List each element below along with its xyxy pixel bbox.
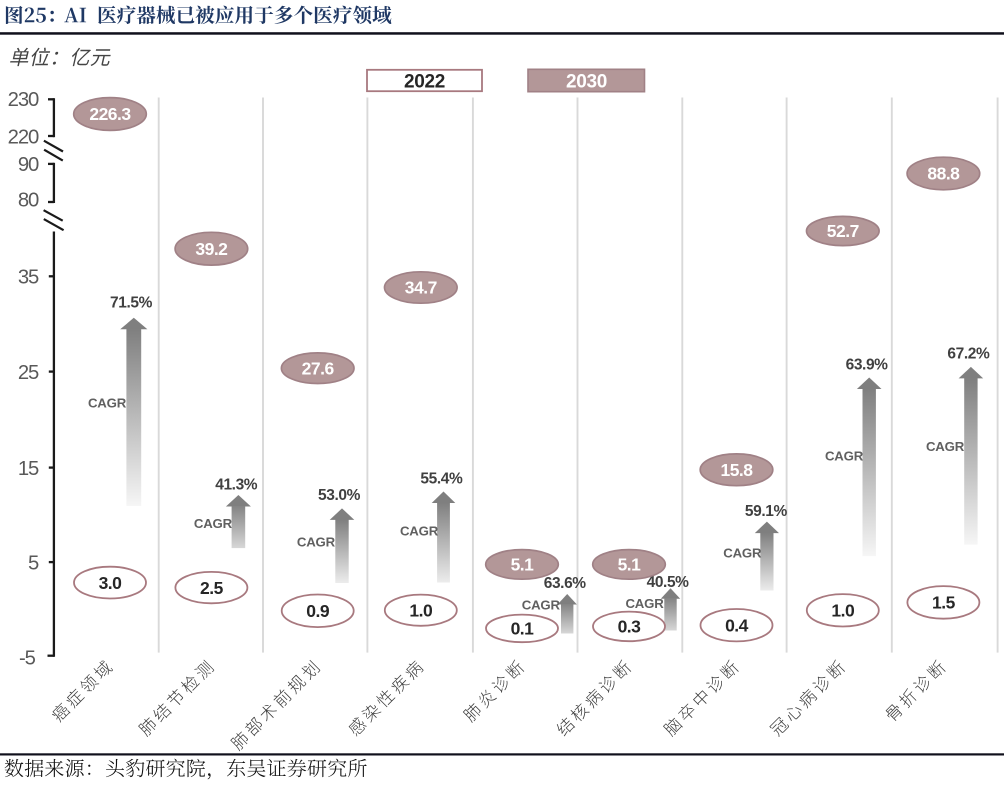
svg-text:-5: -5 <box>19 647 36 669</box>
svg-text:5: 5 <box>28 552 39 574</box>
svg-text:1.0: 1.0 <box>831 601 855 621</box>
svg-text:1.0: 1.0 <box>409 601 433 621</box>
svg-text:41.3%: 41.3% <box>215 476 258 493</box>
svg-text:40.5%: 40.5% <box>647 574 690 591</box>
svg-text:63.6%: 63.6% <box>544 575 587 592</box>
svg-text:CAGR: CAGR <box>400 523 439 538</box>
svg-text:59.1%: 59.1% <box>745 503 788 520</box>
svg-text:53.0%: 53.0% <box>318 487 361 504</box>
svg-text:CAGR: CAGR <box>825 449 864 464</box>
svg-text:35: 35 <box>18 267 39 289</box>
svg-text:80: 80 <box>18 190 39 212</box>
svg-text:0.9: 0.9 <box>306 601 330 621</box>
svg-text:0.4: 0.4 <box>725 616 749 636</box>
svg-text:67.2%: 67.2% <box>947 346 990 363</box>
svg-text:CAGR: CAGR <box>522 597 561 612</box>
svg-text:2030: 2030 <box>566 71 607 92</box>
svg-text:2022: 2022 <box>404 71 445 92</box>
svg-text:3.0: 3.0 <box>99 573 123 593</box>
svg-text:25: 25 <box>18 362 39 384</box>
svg-text:CAGR: CAGR <box>926 439 965 454</box>
svg-text:88.8: 88.8 <box>927 164 960 184</box>
svg-text:71.5%: 71.5% <box>110 295 153 312</box>
svg-text:39.2: 39.2 <box>195 239 228 259</box>
svg-text:5.1: 5.1 <box>511 555 535 575</box>
svg-text:CAGR: CAGR <box>625 596 664 611</box>
svg-text:90: 90 <box>18 154 39 176</box>
svg-text:220: 220 <box>8 127 39 149</box>
svg-text:CAGR: CAGR <box>88 396 127 411</box>
svg-text:15.8: 15.8 <box>720 460 753 480</box>
svg-text:CAGR: CAGR <box>723 545 762 560</box>
svg-text:1.5: 1.5 <box>932 593 956 613</box>
svg-text:27.6: 27.6 <box>302 358 335 378</box>
svg-text:5.1: 5.1 <box>618 555 642 575</box>
svg-text:226.3: 226.3 <box>89 104 131 124</box>
svg-text:63.9%: 63.9% <box>846 357 889 374</box>
svg-text:52.7: 52.7 <box>827 221 859 241</box>
svg-text:CAGR: CAGR <box>297 535 336 550</box>
svg-text:15: 15 <box>18 458 39 480</box>
svg-text:CAGR: CAGR <box>194 516 233 531</box>
svg-text:0.1: 0.1 <box>511 619 535 639</box>
svg-text:230: 230 <box>8 89 39 111</box>
svg-text:55.4%: 55.4% <box>420 471 463 488</box>
svg-text:2.5: 2.5 <box>200 578 224 598</box>
svg-text:0.3: 0.3 <box>618 617 642 637</box>
svg-text:34.7: 34.7 <box>405 278 437 298</box>
